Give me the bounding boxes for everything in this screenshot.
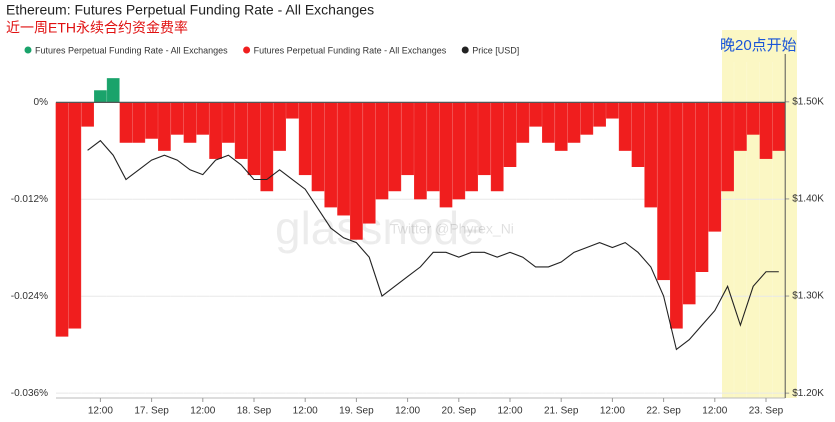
funding-bar bbox=[158, 102, 171, 151]
x-tick-label: 20. Sep bbox=[442, 406, 477, 417]
funding-bar bbox=[452, 102, 466, 200]
legend-marker bbox=[461, 46, 469, 54]
legend-marker bbox=[243, 46, 251, 54]
funding-bar bbox=[183, 102, 197, 143]
funding-bar bbox=[606, 102, 619, 119]
funding-bar bbox=[580, 102, 594, 135]
funding-bar bbox=[55, 102, 69, 337]
funding-bar bbox=[682, 102, 696, 305]
funding-bar bbox=[68, 102, 82, 329]
funding-bar bbox=[273, 102, 286, 151]
legend-label: Price [USD] bbox=[472, 45, 519, 55]
funding-bar bbox=[286, 102, 299, 119]
funding-bar bbox=[567, 102, 581, 143]
funding-bar bbox=[81, 102, 94, 127]
x-tick-label: 12:00 bbox=[190, 406, 215, 417]
x-tick-label: 12:00 bbox=[293, 406, 318, 417]
funding-bar bbox=[670, 102, 683, 329]
legend: Futures Perpetual Funding Rate - All Exc… bbox=[24, 45, 519, 55]
x-tick-label: 17. Sep bbox=[134, 406, 169, 417]
funding-bar bbox=[644, 102, 658, 208]
funding-bar bbox=[708, 102, 722, 232]
x-tick-label: 22. Sep bbox=[646, 406, 681, 417]
funding-bar bbox=[145, 102, 158, 139]
funding-bar bbox=[106, 78, 120, 103]
x-tick-label: 12:00 bbox=[88, 406, 113, 417]
funding-bar bbox=[695, 102, 709, 272]
legend-label: Futures Perpetual Funding Rate - All Exc… bbox=[254, 45, 447, 55]
funding-bar bbox=[247, 102, 261, 176]
funding-bar bbox=[375, 102, 389, 200]
y2-tick-label: $1.20K bbox=[792, 388, 824, 399]
funding-bar bbox=[311, 102, 325, 192]
funding-bar bbox=[388, 102, 402, 192]
funding-bar bbox=[260, 102, 274, 192]
annotation: 晚20点开始 bbox=[720, 37, 797, 54]
funding-bar bbox=[593, 102, 606, 127]
funding-bar bbox=[759, 102, 773, 159]
funding-bar bbox=[362, 102, 376, 224]
funding-bar bbox=[426, 102, 440, 192]
funding-bar bbox=[439, 102, 453, 208]
y2-tick-label: $1.30K bbox=[792, 291, 824, 302]
funding-bar bbox=[542, 102, 555, 143]
funding-bar bbox=[465, 102, 478, 192]
x-tick-label: 23. Sep bbox=[749, 406, 784, 417]
funding-bar bbox=[734, 102, 747, 151]
x-tick-label: 12:00 bbox=[395, 406, 420, 417]
x-tick-label: 19. Sep bbox=[339, 406, 374, 417]
funding-bar bbox=[554, 102, 568, 151]
funding-bar bbox=[490, 102, 504, 192]
funding-bar bbox=[337, 102, 350, 216]
chart-subtitle: 近一周ETH永续合约资金费率 bbox=[6, 20, 188, 36]
y-tick-label: -0.024% bbox=[11, 291, 48, 302]
x-tick-label: 12:00 bbox=[600, 406, 625, 417]
x-tick-label: 18. Sep bbox=[237, 406, 272, 417]
y-tick-label: 0% bbox=[34, 97, 49, 108]
funding-bar bbox=[478, 102, 491, 176]
funding-bar bbox=[516, 102, 530, 143]
funding-bar bbox=[746, 102, 760, 135]
x-tick-label: 12:00 bbox=[702, 406, 727, 417]
funding-bar bbox=[414, 102, 427, 200]
y2-tick-label: $1.40K bbox=[792, 194, 824, 205]
funding-bar bbox=[94, 90, 107, 103]
x-tick-label: 12:00 bbox=[497, 406, 522, 417]
funding-bar bbox=[529, 102, 542, 127]
price-line bbox=[87, 139, 779, 351]
legend-marker bbox=[24, 46, 32, 54]
funding-bar bbox=[631, 102, 645, 167]
funding-bar bbox=[721, 102, 734, 192]
y-tick-label: -0.036% bbox=[11, 388, 48, 399]
funding-bar bbox=[209, 102, 222, 159]
y-tick-label: -0.012% bbox=[11, 194, 48, 205]
funding-bar bbox=[350, 102, 363, 240]
x-tick-label: 21. Sep bbox=[544, 406, 579, 417]
funding-bar bbox=[657, 102, 670, 281]
funding-bar bbox=[298, 102, 312, 176]
funding-bar bbox=[222, 102, 235, 143]
funding-bar bbox=[119, 102, 133, 143]
chart-title: Ethereum: Futures Perpetual Funding Rate… bbox=[6, 2, 374, 18]
funding-bar bbox=[196, 102, 210, 135]
funding-bar bbox=[324, 102, 338, 208]
highlight-region bbox=[722, 30, 797, 398]
funding-bar bbox=[132, 102, 146, 143]
legend-label: Futures Perpetual Funding Rate - All Exc… bbox=[35, 45, 228, 55]
y2-tick-label: $1.50K bbox=[792, 96, 824, 107]
funding-bar bbox=[618, 102, 632, 151]
funding-bar bbox=[170, 102, 184, 135]
funding-bar bbox=[772, 102, 786, 151]
watermark-credit: Twitter @Phyrex_Ni bbox=[390, 221, 514, 237]
watermark: glassnode bbox=[275, 202, 485, 254]
funding-bar bbox=[401, 102, 414, 176]
funding-bar bbox=[234, 102, 248, 159]
funding-bar bbox=[503, 102, 517, 167]
